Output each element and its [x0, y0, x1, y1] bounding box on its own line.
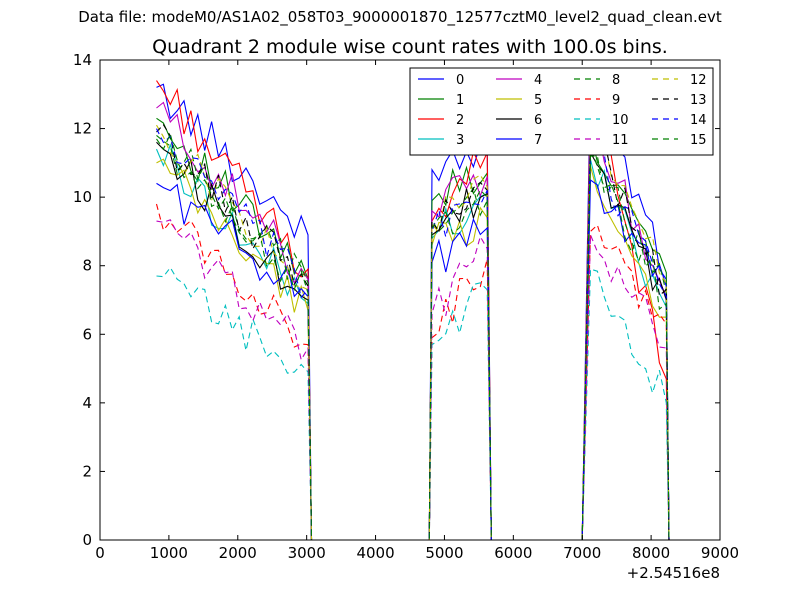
legend-label-6: 6: [534, 113, 542, 128]
legend-label-10: 10: [612, 113, 629, 128]
legend-label-13: 13: [690, 93, 707, 108]
y-tick-label: 8: [82, 257, 92, 275]
series-line-15: [156, 132, 670, 541]
legend-label-7: 7: [534, 133, 542, 148]
x-tick-label: 7000: [563, 544, 601, 562]
x-tick-label: 5000: [425, 544, 463, 562]
x-offset-label: +2.54516e8: [627, 564, 720, 582]
legend-label-5: 5: [534, 93, 542, 108]
series-line-13: [156, 123, 670, 541]
series-line-8: [156, 134, 670, 541]
x-tick-label: 8000: [632, 544, 670, 562]
legend-label-4: 4: [534, 73, 542, 88]
series-layer: [155, 73, 670, 541]
legend-label-14: 14: [690, 113, 707, 128]
legend-label-3: 3: [456, 133, 464, 148]
x-tick-label: 0: [95, 544, 105, 562]
plot-frame: [99, 59, 721, 541]
y-tick-label: 0: [82, 531, 92, 549]
series-line-10: [156, 266, 670, 541]
x-tick-label: 4000: [356, 544, 394, 562]
series-line-14: [156, 128, 670, 541]
legend-label-15: 15: [690, 133, 707, 148]
legend-label-1: 1: [456, 93, 464, 108]
y-tick-label: 2: [82, 462, 92, 480]
series-line-9: [155, 203, 670, 541]
y-tick-label: 12: [73, 120, 92, 138]
chart-title: Quadrant 2 module wise count rates with …: [152, 36, 668, 58]
series-line-12: [156, 120, 670, 541]
x-tick-label: 2000: [219, 544, 257, 562]
x-tick-label: 3000: [288, 544, 326, 562]
legend-label-8: 8: [612, 73, 620, 88]
y-tick-label: 4: [82, 394, 92, 412]
x-tick-label: 9000: [701, 544, 739, 562]
y-tick-label: 14: [73, 51, 92, 69]
x-tick-label: 1000: [150, 544, 188, 562]
data-file-header: Data file: modeM0/AS1A02_058T03_90000018…: [78, 8, 722, 26]
legend-label-11: 11: [612, 133, 629, 148]
x-tick-label: 6000: [494, 544, 532, 562]
y-tick-label: 6: [82, 325, 92, 343]
y-tick-label: 10: [73, 188, 92, 206]
legend-label-12: 12: [690, 73, 707, 88]
legend-label-0: 0: [456, 73, 464, 88]
legend-label-9: 9: [612, 93, 620, 108]
legend-box: [409, 67, 714, 156]
axis-ticks: 0 1000 2000 3000 4000 5000 6000 7000 8000 9000 0 2 4…: [73, 51, 739, 562]
series-line-11: [156, 219, 670, 541]
legend-label-2: 2: [456, 113, 464, 128]
series-line-7: [156, 178, 670, 541]
